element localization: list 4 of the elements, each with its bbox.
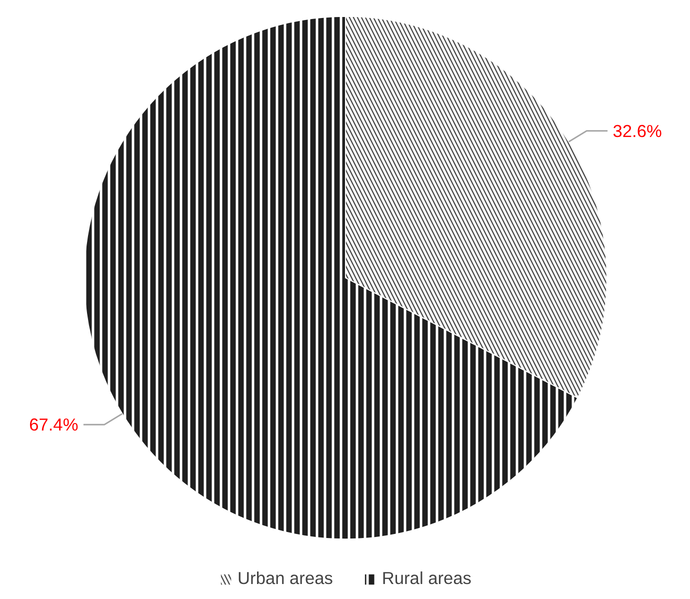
data-label: 67.4%: [29, 414, 78, 435]
legend-label: Rural areas: [382, 568, 472, 589]
data-label: 32.6%: [612, 120, 662, 141]
legend-label: Urban areas: [238, 568, 333, 589]
